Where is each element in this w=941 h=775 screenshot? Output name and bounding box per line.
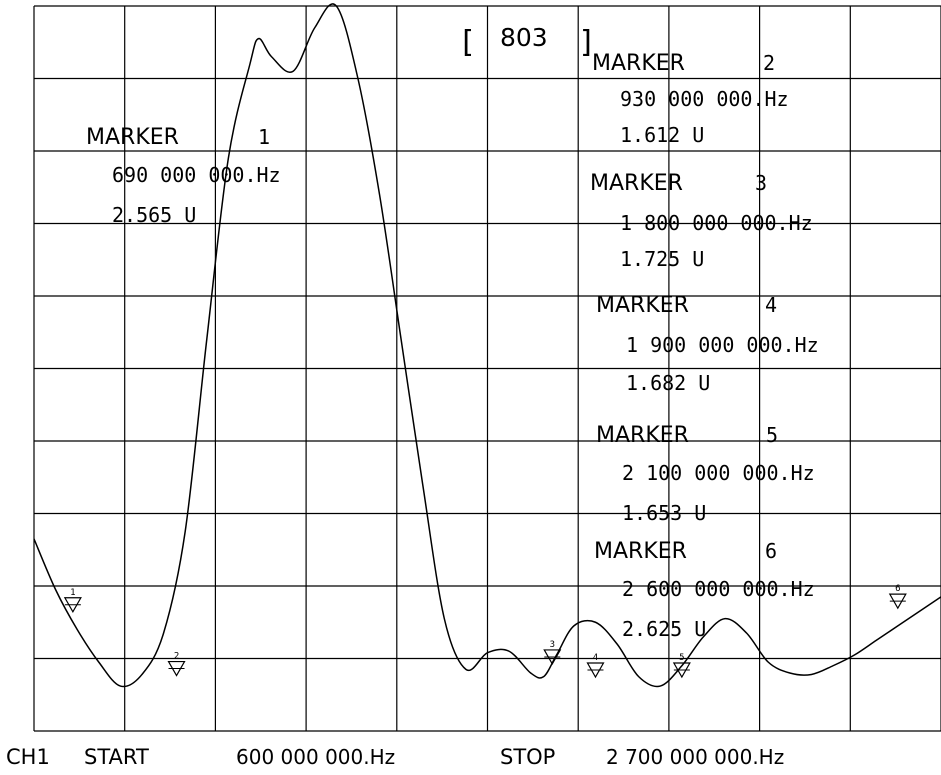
marker-frequency: 1 800 000 000.Hz bbox=[620, 211, 813, 235]
marker-label: MARKER bbox=[596, 423, 689, 448]
marker-label: MARKER bbox=[594, 539, 687, 564]
marker-value: 1.682 U bbox=[626, 371, 710, 395]
marker-symbol-number: 3 bbox=[550, 640, 555, 650]
graticule bbox=[33, 5, 941, 732]
footer-bar: CH1 START 600 000 000.Hz STOP 2 700 000 … bbox=[6, 745, 784, 769]
marker-label: MARKER bbox=[86, 125, 179, 150]
marker-number: 3 bbox=[755, 171, 767, 195]
marker-symbol-3: 3 bbox=[543, 640, 562, 666]
trace-line bbox=[33, 3, 941, 688]
marker-symbol-number: 2 bbox=[174, 652, 179, 662]
channel-label: CH1 bbox=[6, 745, 50, 769]
marker-frequency: 690 000 000.Hz bbox=[112, 163, 281, 187]
marker-number: 2 bbox=[763, 51, 775, 75]
marker-symbols: 1 2 3 4 5 6 bbox=[63, 584, 907, 679]
marker-symbol-6: 6 bbox=[888, 584, 907, 610]
marker-symbol-5: 5 bbox=[672, 653, 691, 679]
marker-value: 1.612 U bbox=[620, 123, 704, 147]
marker-symbol-1: 1 bbox=[63, 588, 82, 613]
marker-value: 1.653 U bbox=[622, 501, 706, 525]
trace bbox=[33, 3, 941, 688]
title-bracket-right: ] bbox=[578, 25, 596, 60]
marker-readout-2: MARKER 2 930 000 000.Hz 1.612 U bbox=[592, 51, 789, 147]
marker-symbol-2: 2 bbox=[167, 652, 186, 677]
marker-symbol-number: 6 bbox=[895, 584, 900, 594]
marker-frequency: 2 100 000 000.Hz bbox=[622, 461, 815, 485]
marker-readout-3: MARKER 3 1 800 000 000.Hz 1.725 U bbox=[590, 171, 813, 271]
marker-number: 4 bbox=[765, 293, 777, 317]
marker-number: 5 bbox=[766, 423, 778, 447]
title-box: [ 803 ] bbox=[458, 23, 596, 60]
start-label: START bbox=[84, 745, 149, 769]
marker-symbol-number: 5 bbox=[679, 653, 684, 663]
marker-readout-5: MARKER 5 2 100 000 000.Hz 1.653 U bbox=[596, 423, 815, 525]
marker-readout-1: MARKER 1 690 000 000.Hz 2.565 U bbox=[86, 125, 281, 227]
stop-frequency: 2 700 000 000.Hz bbox=[606, 745, 784, 769]
marker-frequency: 930 000 000.Hz bbox=[620, 87, 789, 111]
marker-label: MARKER bbox=[596, 293, 689, 318]
marker-number: 1 bbox=[258, 125, 270, 149]
marker-label: MARKER bbox=[592, 51, 685, 76]
title-bracket-left: [ bbox=[458, 25, 476, 60]
marker-frequency: 1 900 000 000.Hz bbox=[626, 333, 819, 357]
marker-symbol-number: 4 bbox=[593, 653, 598, 663]
marker-readout-6: MARKER 6 2 600 000 000.Hz 2.625 U bbox=[594, 539, 815, 641]
marker-value: 1.725 U bbox=[620, 247, 704, 271]
marker-readout-4: MARKER 4 1 900 000 000.Hz 1.682 U bbox=[596, 293, 819, 395]
marker-value: 2.625 U bbox=[622, 617, 706, 641]
marker-label: MARKER bbox=[590, 171, 683, 196]
start-frequency: 600 000 000.Hz bbox=[236, 745, 395, 769]
marker-value: 2.565 U bbox=[112, 203, 196, 227]
marker-symbol-number: 1 bbox=[70, 588, 75, 598]
marker-frequency: 2 600 000 000.Hz bbox=[622, 577, 815, 601]
marker-number: 6 bbox=[765, 539, 777, 563]
marker-symbol-4: 4 bbox=[586, 653, 605, 679]
title-box-value: 803 bbox=[500, 23, 548, 52]
stop-label: STOP bbox=[500, 745, 555, 769]
